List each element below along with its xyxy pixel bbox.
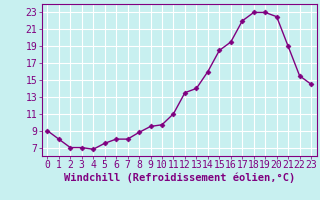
- X-axis label: Windchill (Refroidissement éolien,°C): Windchill (Refroidissement éolien,°C): [64, 173, 295, 183]
